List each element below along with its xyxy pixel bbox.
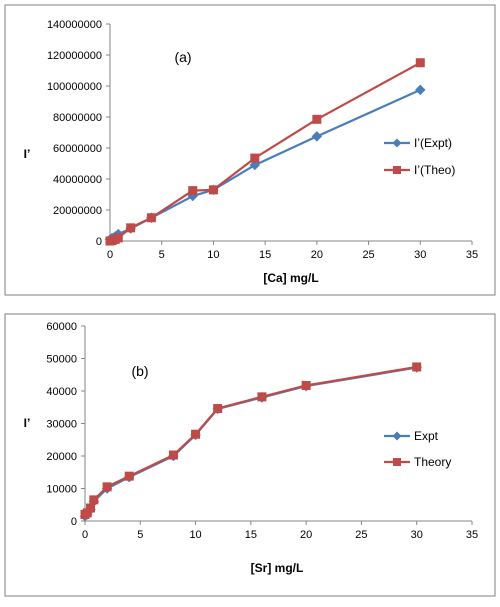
chart-border: [4, 313, 496, 597]
data-point: [126, 223, 136, 233]
y-tick-label: 20000: [46, 451, 77, 463]
y-tick-label: 140000000: [47, 19, 102, 31]
data-point: [102, 482, 112, 492]
legend-label: Theory: [414, 455, 451, 469]
data-point: [208, 185, 218, 195]
y-tick-label: 10000: [46, 484, 77, 496]
panel-annotation: (b): [131, 363, 148, 379]
x-tick-label: 10: [189, 529, 201, 541]
x-tick-label: 25: [355, 529, 367, 541]
data-point: [89, 495, 99, 505]
x-tick-label: 5: [159, 249, 165, 261]
data-point: [86, 503, 96, 513]
data-point: [113, 233, 123, 243]
x-tick-label: 10: [207, 249, 219, 261]
y-tick-label: 30000: [46, 419, 77, 431]
x-tick-label: 20: [300, 529, 312, 541]
y-tick-label: 0: [96, 236, 102, 248]
data-point: [191, 429, 201, 439]
chart-panel-a: 0 20000000 40000000 60000000 80000000 1000000…: [0, 0, 500, 300]
y-tick-label: 50000: [46, 354, 77, 366]
x-tick-label: 30: [411, 529, 423, 541]
legend-marker: [393, 166, 401, 174]
y-tick-label: 120000000: [47, 50, 102, 62]
x-tick-label: 20: [311, 249, 323, 261]
x-tick-label: 25: [362, 249, 374, 261]
y-tick-label: 20000000: [53, 205, 102, 217]
data-point: [412, 362, 422, 372]
data-point: [249, 159, 261, 171]
data-point: [168, 450, 178, 460]
y-tick-label: 80000000: [53, 112, 102, 124]
data-point: [146, 213, 156, 223]
x-tick-label: 15: [245, 529, 257, 541]
y-tick-label: 40000000: [53, 174, 102, 186]
legend-marker: [392, 431, 402, 441]
x-tick-label: 30: [414, 249, 426, 261]
chart-a: 0 20000000 40000000 60000000 80000000 1000000…: [4, 4, 496, 296]
panel-annotation: (a): [174, 49, 191, 65]
y-tick-label: 0: [71, 516, 77, 528]
chart-panel-b: 0 10000 20000 30000 40000 50000 60000 0 5 10 15 20 2…: [0, 310, 500, 602]
legend-marker: [393, 458, 401, 466]
x-tick-label: 0: [82, 529, 88, 541]
legend-marker: [392, 138, 402, 148]
legend-label: I’(Theo): [414, 163, 455, 177]
x-tick-label: 0: [107, 249, 113, 261]
data-point: [311, 131, 323, 142]
x-tick-label: 35: [466, 529, 478, 541]
x-tick-label: 5: [137, 529, 143, 541]
data-point: [301, 380, 311, 390]
data-point: [415, 84, 426, 96]
x-tick-label: 15: [259, 249, 271, 261]
y-tick-label: 40000: [46, 386, 77, 398]
x-tick-label: 35: [466, 249, 478, 261]
y-tick-label: 60000000: [53, 143, 102, 155]
y-axis-label: I’: [24, 416, 31, 430]
y-axis-label: I’: [24, 147, 31, 161]
data-point: [257, 392, 267, 402]
x-axis-label: [Ca] mg/L: [263, 271, 318, 285]
data-point: [250, 153, 260, 163]
legend-label: I’(Expt): [414, 136, 452, 150]
chart-b: 0 10000 20000 30000 40000 50000 60000 0 5 10 15 20 2…: [4, 313, 496, 597]
y-tick-label: 100000000: [47, 81, 102, 93]
data-point: [312, 114, 322, 124]
chart-border: [4, 4, 496, 296]
data-point: [415, 58, 425, 68]
data-point: [124, 471, 134, 481]
legend-label: Expt: [414, 429, 439, 443]
x-axis-label: [Sr] mg/L: [251, 561, 304, 575]
data-point: [188, 186, 198, 196]
y-tick-label: 60000: [46, 321, 77, 333]
data-point: [213, 404, 223, 414]
